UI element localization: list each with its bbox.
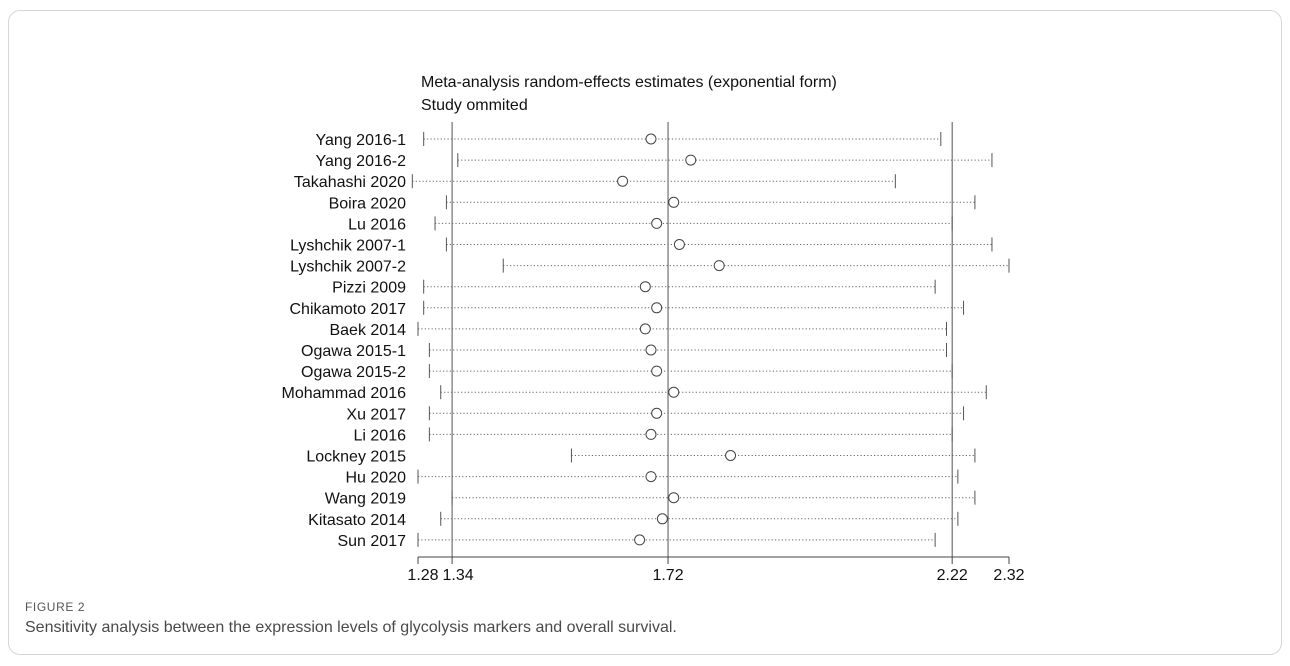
study-label: Sun 2017 [337, 533, 406, 550]
study-label: Yang 2016-2 [316, 153, 407, 170]
figure-label: FIGURE 2 [25, 600, 86, 614]
x-tick-label: 2.22 [937, 567, 968, 584]
study-label: Lyshchik 2007-2 [290, 259, 406, 276]
estimate-point [668, 386, 680, 398]
estimate-point [651, 217, 663, 229]
study-label: Pizzi 2009 [332, 280, 406, 297]
x-tick-label: 1.72 [652, 567, 683, 584]
estimate-point [645, 133, 657, 145]
study-label: Mohammad 2016 [281, 385, 406, 402]
study-label: Xu 2017 [346, 406, 406, 423]
x-tick-label: 2.32 [993, 567, 1024, 584]
estimate-point [668, 196, 680, 208]
estimate-point [617, 175, 629, 187]
estimate-point [725, 450, 737, 461]
estimate-point [685, 154, 697, 166]
chart-title: Meta-analysis random-effects estimates (… [421, 74, 837, 91]
estimate-point [645, 471, 657, 483]
x-tick-label: 1.28 [407, 567, 438, 584]
estimate-point [651, 365, 663, 377]
estimate-point [668, 492, 680, 504]
estimate-point [673, 239, 685, 250]
figure-caption: Sensitivity analysis between the express… [25, 619, 677, 636]
study-label: Ogawa 2015-1 [301, 343, 406, 360]
study-label: Chikamoto 2017 [289, 301, 406, 318]
estimate-point [651, 302, 663, 314]
study-label: Baek 2014 [329, 322, 406, 339]
estimate-point [645, 428, 657, 440]
estimate-point [713, 260, 725, 272]
study-label: Lyshchik 2007-1 [290, 238, 406, 255]
study-label: Wang 2019 [325, 491, 406, 508]
study-label: Takahashi 2020 [294, 174, 406, 191]
estimate-point [645, 344, 657, 356]
estimate-point [634, 534, 646, 546]
study-label: Kitasato 2014 [308, 512, 406, 529]
study-label: Lockney 2015 [306, 449, 406, 466]
study-label: Boira 2020 [329, 195, 406, 212]
estimate-point [651, 407, 663, 419]
study-label: Yang 2016-1 [316, 132, 407, 149]
study-label: Hu 2020 [346, 470, 407, 487]
study-label: Lu 2016 [348, 216, 406, 233]
estimate-point [639, 281, 651, 293]
study-label: Ogawa 2015-2 [301, 364, 406, 381]
chart-subtitle: Study ommited [421, 97, 528, 114]
estimate-point [639, 323, 651, 335]
estimate-point [656, 513, 668, 525]
study-label: Li 2016 [354, 427, 407, 444]
x-tick-label: 1.34 [443, 567, 474, 584]
